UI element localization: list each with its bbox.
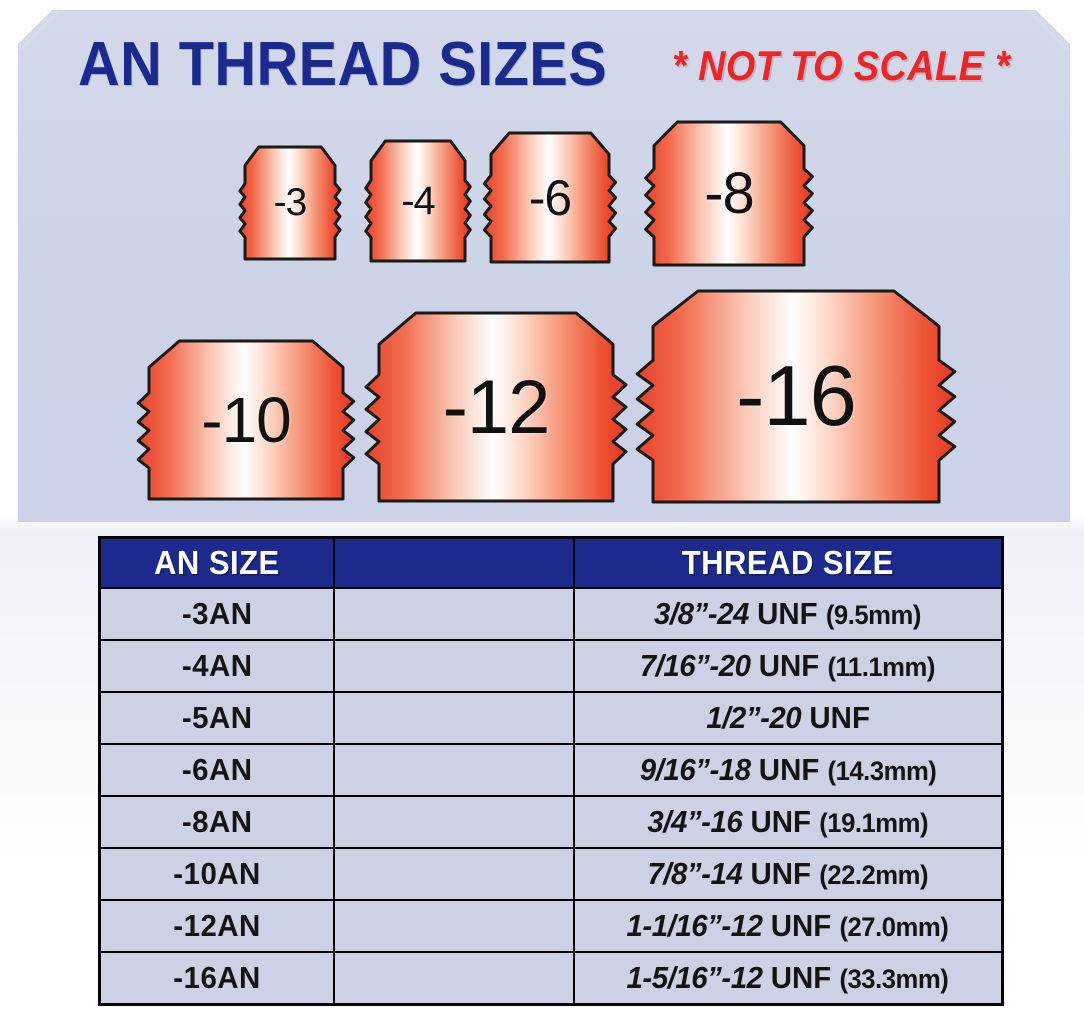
fitting-dash6: -6 — [482, 131, 618, 264]
thread-fraction: 3/4”-16 — [647, 804, 743, 839]
fitting-body — [635, 289, 957, 504]
cell-an-size: -8AN — [98, 795, 335, 849]
fitting-body — [238, 145, 342, 261]
thread-standard: UNF — [771, 908, 832, 943]
an-size-value: -16AN — [173, 960, 261, 995]
thread-standard: UNF — [750, 856, 812, 891]
thread-size-value: 1-1/16”-12 UNF (27.0mm) — [627, 908, 949, 944]
thread-metric: (27.0mm) — [839, 912, 949, 942]
column-header-blank — [332, 536, 575, 589]
thread-standard: UNF — [750, 804, 812, 839]
an-size-value: -4AN — [181, 648, 253, 683]
cell-an-size: -16AN — [98, 951, 335, 1006]
table-row: -6AN 9/16”-18 UNF (14.3mm) — [98, 743, 1004, 797]
fitting-dash16: -16 — [635, 289, 957, 504]
cell-an-size: -4AN — [98, 639, 335, 693]
cell-thread-size: 7/8”-14 UNF (22.2mm) — [572, 847, 1004, 901]
fitting-dash10: -10 — [136, 339, 356, 501]
table-head: AN SIZE THREAD SIZE — [98, 536, 1004, 589]
an-size-value: -12AN — [173, 908, 261, 943]
cell-blank — [332, 743, 575, 797]
cell-blank — [332, 951, 575, 1006]
cell-an-size: -10AN — [98, 847, 335, 901]
table-row: -12AN 1-1/16”-12 UNF (27.0mm) — [98, 899, 1004, 953]
column-header-thread-size: THREAD SIZE — [572, 536, 1004, 589]
table-header-row: AN SIZE THREAD SIZE — [98, 536, 1004, 589]
fitting-dash3: -3 — [238, 145, 342, 261]
thread-metric: (14.3mm) — [827, 756, 937, 786]
thread-size-value: 3/8”-24 UNF (9.5mm) — [654, 596, 921, 632]
cell-thread-size: 9/16”-18 UNF (14.3mm) — [572, 743, 1004, 797]
thread-fraction: 7/16”-20 — [640, 648, 751, 683]
table-row: -16AN 1-5/16”-12 UNF (33.3mm) — [98, 951, 1004, 1006]
cell-blank — [332, 899, 575, 953]
table-row: -5AN 1/2”-20 UNF — [98, 691, 1004, 745]
an-size-value: -10AN — [173, 856, 261, 891]
thread-size-value: 1/2”-20 UNF — [706, 700, 870, 736]
table-row: -4AN 7/16”-20 UNF (11.1mm) — [98, 639, 1004, 693]
cell-thread-size: 3/8”-24 UNF (9.5mm) — [572, 587, 1004, 641]
thread-metric: (9.5mm) — [826, 600, 922, 630]
cell-blank — [332, 639, 575, 693]
cell-thread-size: 1-5/16”-12 UNF (33.3mm) — [572, 951, 1004, 1006]
thread-size-value: 9/16”-18 UNF (14.3mm) — [639, 752, 936, 788]
thread-standard: UNF — [759, 648, 820, 683]
page-title: AN THREAD SIZES — [78, 30, 608, 99]
title-row: AN THREAD SIZES * NOT TO SCALE * — [0, 30, 1084, 102]
thread-size-value: 1-5/16”-12 UNF (33.3mm) — [627, 960, 949, 996]
thread-size-table: AN SIZE THREAD SIZE -3AN 3/8”-24 UNF (9.5… — [98, 536, 1004, 1006]
fitting-body — [364, 139, 472, 263]
not-to-scale-note: * NOT TO SCALE * — [672, 42, 1011, 89]
cell-thread-size: 1-1/16”-12 UNF (27.0mm) — [572, 899, 1004, 953]
table-body: -3AN 3/8”-24 UNF (9.5mm) -4AN 7/16”-20 UNF … — [98, 587, 1004, 1006]
thread-metric: (11.1mm) — [827, 652, 936, 682]
fitting-body — [644, 120, 814, 267]
cell-an-size: -3AN — [98, 587, 335, 641]
thread-standard: UNF — [809, 700, 870, 735]
an-size-value: -5AN — [181, 700, 253, 735]
cell-an-size: -5AN — [98, 691, 335, 745]
thread-standard: UNF — [757, 596, 818, 631]
cell-blank — [332, 587, 575, 641]
an-size-value: -3AN — [181, 596, 253, 631]
table-row: -10AN 7/8”-14 UNF (22.2mm) — [98, 847, 1004, 901]
thread-fraction: 1-5/16”-12 — [626, 960, 764, 995]
thread-fraction: 7/8”-14 — [647, 856, 743, 891]
cell-an-size: -12AN — [98, 899, 335, 953]
thread-size-value: 7/8”-14 UNF (22.2mm) — [647, 856, 928, 892]
table-row: -8AN 3/4”-16 UNF (19.1mm) — [98, 795, 1004, 849]
thread-fraction: 9/16”-18 — [639, 752, 751, 787]
an-size-value: -6AN — [181, 752, 253, 787]
cell-blank — [332, 691, 575, 745]
thread-size-value: 3/4”-16 UNF (19.1mm) — [647, 804, 928, 840]
fitting-body — [482, 131, 618, 264]
thread-size-value: 7/16”-20 UNF (11.1mm) — [640, 648, 936, 684]
cell-an-size: -6AN — [98, 743, 335, 797]
fitting-dash4: -4 — [364, 139, 472, 263]
thread-fraction: 1-1/16”-12 — [626, 908, 764, 943]
thread-fraction: 1/2”-20 — [705, 700, 801, 735]
cell-blank — [332, 795, 575, 849]
fitting-body — [136, 339, 356, 501]
table-row: -3AN 3/8”-24 UNF (9.5mm) — [98, 587, 1004, 641]
thread-metric: (19.1mm) — [819, 808, 929, 838]
cell-thread-size: 1/2”-20 UNF — [572, 691, 1004, 745]
thread-fraction: 3/8”-24 — [654, 596, 750, 631]
fitting-dash12: -12 — [364, 311, 628, 503]
fitting-dash8: -8 — [644, 120, 814, 267]
cell-blank — [332, 847, 575, 901]
thread-standard: UNF — [758, 752, 820, 787]
thread-standard: UNF — [771, 960, 832, 995]
thread-metric: (33.3mm) — [839, 964, 949, 994]
cell-thread-size: 3/4”-16 UNF (19.1mm) — [572, 795, 1004, 849]
column-header-an-size: AN SIZE — [98, 536, 335, 589]
an-size-value: -8AN — [181, 804, 253, 839]
cell-thread-size: 7/16”-20 UNF (11.1mm) — [572, 639, 1004, 693]
fitting-body — [364, 311, 628, 503]
thread-metric: (22.2mm) — [819, 860, 929, 890]
